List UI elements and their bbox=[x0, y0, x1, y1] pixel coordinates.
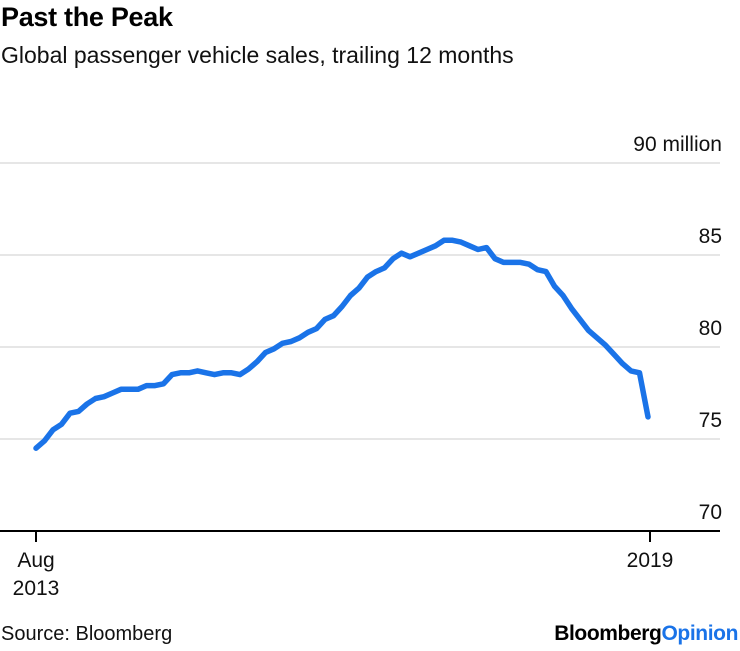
chart-title: Past the Peak bbox=[1, 2, 173, 32]
y-tick-label: 75 bbox=[699, 409, 722, 432]
y-axis-ticks: 90 million 85 80 75 70 bbox=[633, 133, 722, 524]
y-tick-label: 85 bbox=[699, 225, 722, 248]
x-axis-ticks: Aug 2013 2019 bbox=[13, 531, 674, 600]
x-tick-label: 2019 bbox=[627, 549, 674, 572]
logo-bloomberg: Bloomberg bbox=[554, 622, 662, 645]
x-tick-label-year: 2013 bbox=[13, 577, 60, 600]
source-note: Source: Bloomberg bbox=[1, 623, 173, 645]
series-group bbox=[33, 237, 651, 451]
y-tick-label: 80 bbox=[699, 317, 722, 340]
series-line-0 bbox=[33, 237, 651, 451]
y-tick-label: 70 bbox=[699, 501, 722, 524]
bloomberg-opinion-logo: BloombergOpinion bbox=[554, 622, 738, 646]
y-tick-label: 90 million bbox=[633, 133, 722, 156]
logo-opinion: Opinion bbox=[661, 622, 738, 645]
x-tick-label: Aug bbox=[17, 549, 54, 572]
chart-subtitle: Global passenger vehicle sales, trailing… bbox=[1, 42, 514, 68]
gridlines bbox=[0, 162, 720, 440]
